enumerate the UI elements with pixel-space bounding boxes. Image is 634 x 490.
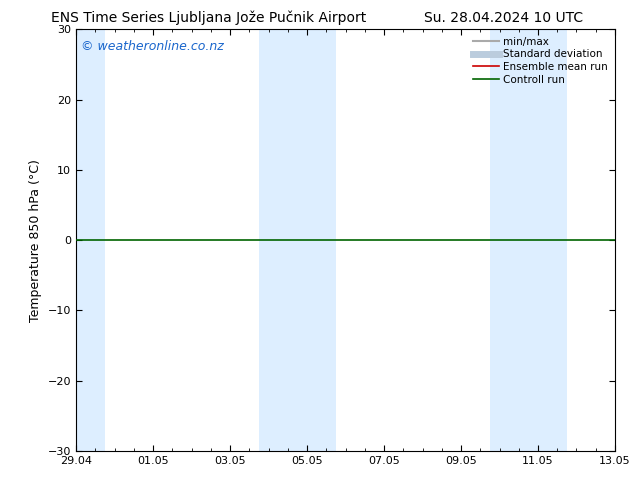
Text: © weatheronline.co.nz: © weatheronline.co.nz	[81, 40, 224, 53]
Text: Su. 28.04.2024 10 UTC: Su. 28.04.2024 10 UTC	[424, 11, 583, 25]
Y-axis label: Temperature 850 hPa (°C): Temperature 850 hPa (°C)	[29, 159, 42, 321]
Bar	[259, 29, 336, 451]
Legend: min/max, Standard deviation, Ensemble mean run, Controll run: min/max, Standard deviation, Ensemble me…	[470, 35, 610, 87]
Text: ENS Time Series Ljubljana Jože Pučnik Airport: ENS Time Series Ljubljana Jože Pučnik Ai…	[51, 11, 366, 25]
Bar	[76, 29, 105, 451]
Bar	[490, 29, 567, 451]
